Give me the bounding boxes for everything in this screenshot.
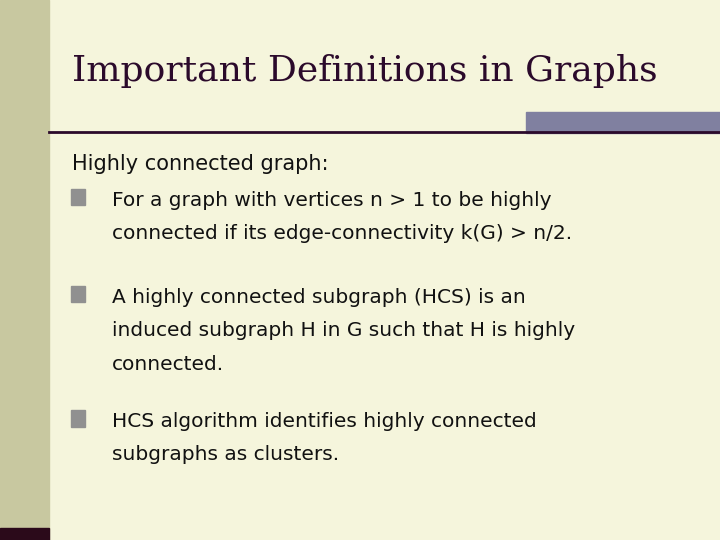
- Bar: [526, 112, 720, 133]
- Bar: [71, 286, 85, 302]
- Text: HCS algorithm identifies highly connected: HCS algorithm identifies highly connecte…: [112, 412, 536, 431]
- Text: Highly connected graph:: Highly connected graph:: [72, 154, 328, 174]
- Text: A highly connected subgraph (HCS) is an: A highly connected subgraph (HCS) is an: [112, 288, 526, 307]
- Bar: [71, 189, 85, 205]
- Bar: [0, 528, 49, 540]
- Text: subgraphs as clusters.: subgraphs as clusters.: [112, 446, 338, 464]
- Bar: [71, 410, 85, 427]
- Text: Important Definitions in Graphs: Important Definitions in Graphs: [72, 54, 657, 88]
- Text: induced subgraph H in G such that H is highly: induced subgraph H in G such that H is h…: [112, 321, 575, 340]
- Text: connected.: connected.: [112, 355, 224, 374]
- Text: For a graph with vertices n > 1 to be highly: For a graph with vertices n > 1 to be hi…: [112, 191, 551, 210]
- Text: connected if its edge-connectivity k(G) > n/2.: connected if its edge-connectivity k(G) …: [112, 224, 572, 243]
- Bar: [0, 0, 49, 540]
